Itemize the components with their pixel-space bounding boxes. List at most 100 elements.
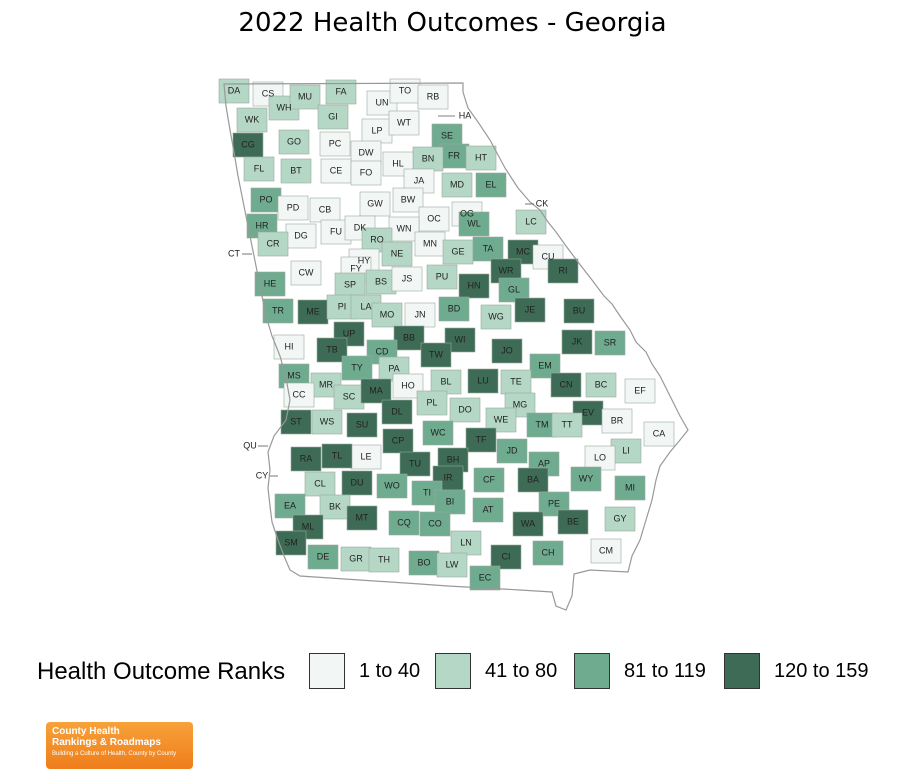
county-label-ne: NE	[391, 248, 404, 258]
county-cq	[388, 510, 420, 536]
county-label-st: ST	[290, 416, 302, 426]
county-bu	[563, 298, 595, 324]
county-label-rb: RB	[427, 91, 440, 101]
county-label-wh: WH	[277, 102, 292, 112]
county-wg	[480, 304, 512, 330]
county-md	[441, 172, 473, 198]
county-label-br: BR	[611, 415, 624, 425]
county-lw	[436, 552, 468, 578]
legend-swatch-1	[309, 653, 345, 689]
county-label-cr: CR	[267, 238, 280, 248]
county-label-he: HE	[264, 278, 277, 288]
county-label-bt: BT	[290, 165, 302, 175]
county-cg	[232, 132, 264, 158]
county-label-wt: WT	[397, 117, 411, 127]
county-label-cu: CU	[542, 251, 555, 261]
county-label-cs: CS	[262, 88, 275, 98]
county-label-tr: TR	[272, 305, 284, 315]
county-label-mi: MI	[625, 482, 635, 492]
county-label-bc: BC	[595, 379, 608, 389]
county-label-bw: BW	[401, 194, 416, 204]
county-label-tt: TT	[562, 419, 573, 429]
county-label-tb: TB	[326, 344, 338, 354]
county-label-ec: EC	[479, 572, 492, 582]
county-label-sm: SM	[284, 537, 298, 547]
county-label-ri: RI	[559, 265, 568, 275]
county-label-js: JS	[402, 273, 413, 283]
map-title: 2022 Health Outcomes - Georgia	[238, 8, 667, 38]
county-cl	[304, 471, 336, 497]
county-label-fo: FO	[360, 167, 373, 177]
county-label-mn: MN	[423, 238, 437, 248]
county-bb	[393, 325, 425, 351]
county-label-cg: CG	[241, 139, 255, 149]
county-label-at: AT	[483, 504, 494, 514]
county-label-bo: BO	[417, 557, 430, 567]
county-label-lo: LO	[594, 452, 606, 462]
legend-swatch-3	[574, 653, 610, 689]
legend-label-1: 1 to 40	[359, 659, 421, 682]
county-label-fy: FY	[350, 263, 362, 273]
county-label-ws: WS	[320, 416, 335, 426]
county-ch	[532, 540, 564, 566]
county-label-hl: HL	[392, 158, 404, 168]
county-label-go: GO	[287, 136, 301, 146]
county-label-me: ME	[306, 306, 320, 316]
county-label-pe: PE	[548, 498, 560, 508]
county-label-ty: TY	[351, 362, 363, 372]
county-label-mc: MC	[516, 246, 530, 256]
county-wk	[236, 107, 268, 133]
county-label-up: UP	[343, 328, 356, 338]
county-label-jn: JN	[415, 309, 426, 319]
county-label-lw: LW	[446, 559, 459, 569]
county-label-cf: CF	[483, 474, 495, 484]
county-label-bu: BU	[573, 305, 586, 315]
county-el	[475, 172, 507, 198]
county-po	[250, 187, 282, 213]
county-at	[472, 497, 504, 523]
county-label-cn: CN	[560, 379, 573, 389]
county-label-mu: MU	[298, 91, 312, 101]
county-bt	[280, 158, 312, 184]
county-label-bs: BS	[375, 276, 387, 286]
logo-tagline: Building a Culture of Health, County by …	[52, 751, 177, 757]
label-leader-lines	[242, 115, 534, 477]
county-label-te: TE	[510, 376, 522, 386]
county-label-tu: TU	[409, 458, 421, 468]
county-bl	[430, 369, 462, 395]
county-ty	[341, 355, 373, 381]
county-gy	[604, 506, 636, 532]
county-label-ht: HT	[475, 152, 487, 162]
county-label-da: DA	[228, 85, 241, 95]
county-label-og: OG	[460, 208, 474, 218]
county-health-rankings-logo: County Health Rankings & Roadmaps Buildi…	[46, 722, 193, 769]
county-do	[449, 397, 481, 423]
legend-swatch-2	[435, 653, 471, 689]
county-label-se: SE	[441, 130, 453, 140]
county-label-ml: ML	[302, 521, 315, 531]
county-sm	[275, 530, 307, 556]
county-be	[557, 509, 589, 535]
county-label-dl: DL	[391, 406, 403, 416]
county-wt	[388, 110, 420, 136]
county-label-mg: MG	[513, 399, 528, 409]
county-label-wl: WL	[467, 218, 481, 228]
county-da	[218, 78, 250, 104]
county-label-oc: OC	[427, 213, 441, 223]
county-label-mo: MO	[380, 309, 395, 319]
county-pc	[319, 131, 351, 157]
county-tw	[420, 342, 452, 368]
county-cr	[257, 231, 289, 257]
county-fill-layer	[218, 78, 675, 591]
county-st	[280, 409, 312, 435]
county-tu	[399, 451, 431, 477]
legend-item-1: 1 to 40	[309, 652, 420, 690]
county-ea	[274, 493, 306, 519]
county-th	[368, 547, 400, 573]
county-label-cd: CD	[376, 346, 389, 356]
county-label-em: EM	[538, 360, 552, 370]
county-label-ro: RO	[370, 234, 384, 244]
county-label-fu: FU	[330, 226, 342, 236]
county-label-wn: WN	[397, 223, 412, 233]
